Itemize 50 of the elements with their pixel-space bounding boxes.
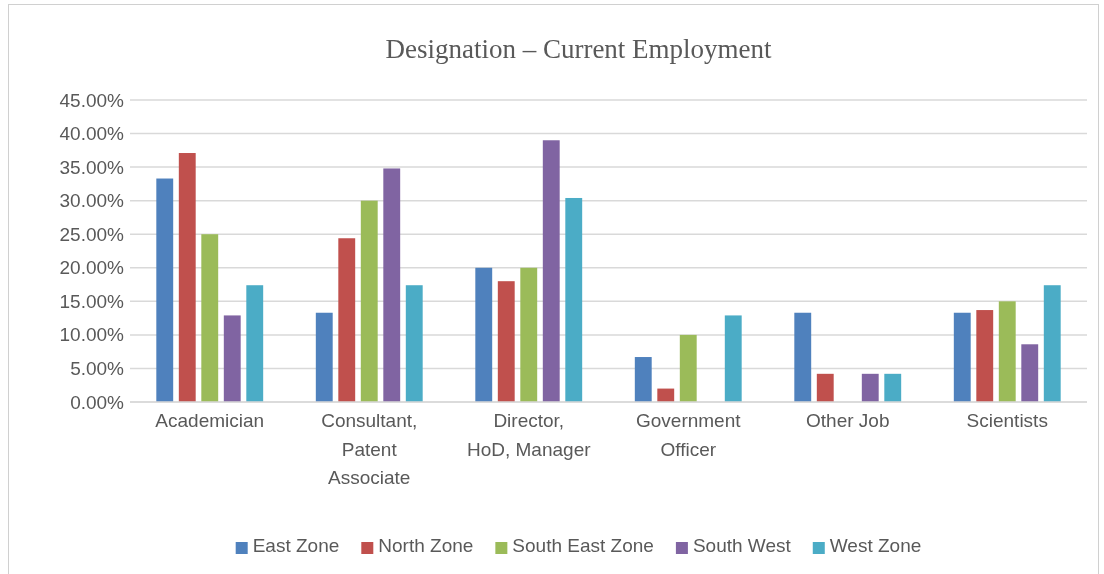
bar: [475, 267, 493, 402]
bar: [246, 285, 264, 402]
y-tick-label: 5.00%: [70, 358, 125, 380]
bar: [223, 315, 241, 402]
legend-label: South West: [692, 535, 792, 556]
y-tick-label: 25.00%: [59, 223, 125, 245]
x-tick-label: Director, HoD, Manager: [466, 410, 592, 460]
y-tick-label: 10.00%: [59, 324, 125, 346]
legend-label: South East Zone: [512, 535, 654, 556]
legend-label: North Zone: [378, 535, 474, 556]
bar: [1021, 344, 1039, 402]
bar: [1043, 285, 1061, 402]
x-tick-label: Government Officer: [635, 410, 742, 460]
bar: [679, 334, 697, 402]
bar: [861, 373, 879, 402]
x-tick-label: Other Job: [806, 410, 890, 432]
bar: [360, 200, 378, 402]
legend-label: West Zone: [829, 535, 922, 556]
bar: [724, 315, 742, 402]
legend-label: East Zone: [252, 535, 340, 556]
bar: [816, 373, 834, 402]
y-tick-label: 45.00%: [59, 89, 125, 111]
x-tick-label: Consultant, Patent Associate: [321, 410, 418, 489]
bar: [383, 168, 401, 402]
x-tick-label: Scientists: [966, 410, 1048, 432]
y-tick-label: 15.00%: [59, 290, 125, 312]
bar: [657, 388, 675, 402]
bar: [178, 153, 196, 402]
bar: [542, 140, 560, 402]
bar: [497, 281, 515, 402]
y-tick-label: 0.00%: [70, 391, 125, 413]
y-tick-label: 20.00%: [59, 257, 125, 279]
bar: [520, 267, 538, 402]
bar: [634, 357, 652, 402]
x-tick-label: Academician: [155, 410, 265, 432]
y-tick-label: 40.00%: [59, 123, 125, 145]
y-tick-label: 35.00%: [59, 156, 125, 178]
bar: [998, 301, 1016, 402]
bar: [156, 178, 174, 402]
chart-title: Designation – Current Employment: [385, 34, 773, 64]
bar: [201, 234, 219, 402]
bar: [405, 285, 423, 402]
bar: [884, 373, 902, 402]
bar: [953, 312, 971, 402]
bar: [794, 312, 812, 402]
y-tick-label: 30.00%: [59, 190, 125, 212]
bar: [565, 197, 583, 402]
bar: [976, 310, 994, 402]
bar: [338, 238, 356, 402]
bar: [315, 312, 333, 402]
